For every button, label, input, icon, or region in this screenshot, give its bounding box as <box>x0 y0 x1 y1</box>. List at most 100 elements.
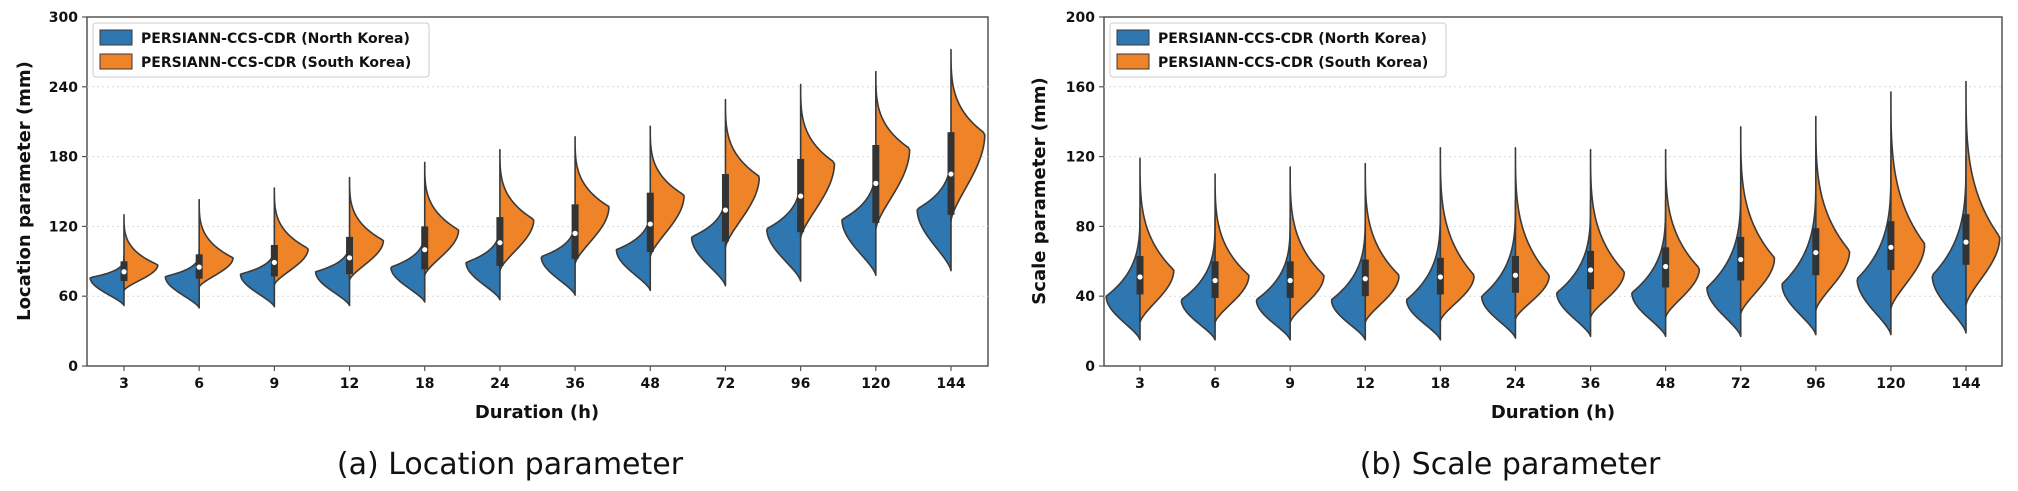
violin-south-96 <box>799 83 836 239</box>
violin-north-18 <box>390 225 426 303</box>
x-tick-label: 36 <box>565 376 584 392</box>
violin-south-120 <box>1890 91 1926 310</box>
violin-south-144 <box>950 48 986 222</box>
violin-north-12 <box>314 237 351 307</box>
violin-south-12 <box>348 176 385 281</box>
violin-south-96 <box>1815 115 1851 311</box>
x-tick-label: 9 <box>269 376 279 392</box>
legend-swatch-south <box>99 53 133 70</box>
x-tick-label: 72 <box>1731 376 1750 392</box>
median-dot-24 <box>497 240 503 246</box>
x-tick-label: 144 <box>1951 376 1980 392</box>
legend-swatch-north <box>1116 29 1150 46</box>
median-dot-72 <box>722 207 729 213</box>
violin-north-48 <box>615 202 652 292</box>
median-dot-48 <box>647 221 653 227</box>
y-axis-ticks: 0 40 80 120 160 200 <box>1066 10 1104 375</box>
median-dot-48 <box>1663 263 1669 270</box>
violin-south-48 <box>1664 148 1701 318</box>
violin-south-18 <box>423 161 460 277</box>
violin-north-24 <box>465 219 501 301</box>
caption: (a) Location parameter <box>337 447 684 482</box>
violin-south-18 <box>1439 147 1475 322</box>
violin-north-12 <box>1330 211 1367 341</box>
x-tick-label: 120 <box>861 376 890 392</box>
violin-north-3 <box>89 254 125 307</box>
median-dot-6 <box>196 264 202 270</box>
median-dot-9 <box>1287 277 1293 284</box>
violin-north-120 <box>1856 164 1892 336</box>
y-tick-label: 80 <box>1076 219 1096 235</box>
y-tick-label: 300 <box>49 10 78 26</box>
median-dot-18 <box>422 247 428 253</box>
y-axis-label: Scale parameter (mm) <box>1029 77 1050 304</box>
x-tick-label: 36 <box>1581 376 1600 392</box>
x-tick-label: 120 <box>1876 376 1905 392</box>
median-dot-24 <box>1512 272 1519 278</box>
x-tick-label: 12 <box>1356 376 1375 392</box>
x-tick-label: 3 <box>119 376 129 392</box>
median-dot-96 <box>1813 249 1819 256</box>
violin-south-48 <box>649 125 685 258</box>
x-tick-label: 144 <box>936 376 965 392</box>
median-dot-3 <box>121 269 127 275</box>
median-dot-72 <box>1738 256 1744 263</box>
x-tick-label: 3 <box>1135 376 1145 392</box>
x-tick-label: 48 <box>641 376 660 392</box>
violin-north-48 <box>1631 199 1667 338</box>
violin-north-144 <box>1931 155 1967 334</box>
violin-north-6 <box>1180 216 1216 341</box>
violin-south-24 <box>1514 147 1551 320</box>
violin-north-144 <box>916 144 952 272</box>
plot-frame <box>86 16 989 367</box>
violin-north-9 <box>239 243 276 308</box>
y-tick-label: 120 <box>1066 150 1095 166</box>
x-tick-label: 6 <box>194 376 204 392</box>
median-dot-120 <box>873 180 879 186</box>
x-tick-label: 24 <box>1506 376 1526 392</box>
violin-north-72 <box>1706 181 1742 338</box>
violin-south-9 <box>1289 166 1325 324</box>
iqr-box-144 <box>1962 214 1970 265</box>
x-tick-label: 72 <box>716 376 735 392</box>
x-tick-label: 9 <box>1285 376 1295 392</box>
x-axis-ticks: 3 6 9 12 18 24 36 48 72 96 120 144 <box>1135 366 1981 392</box>
caption: (b) Scale parameter <box>1360 447 1661 482</box>
y-tick-label: 160 <box>1066 80 1095 96</box>
legend-label-south: PERSIANN-CCS-CDR (South Korea) <box>1158 55 1428 71</box>
violin-north-3 <box>1105 208 1141 341</box>
median-dot-3 <box>1137 274 1143 280</box>
x-axis-ticks: 3 6 9 12 18 24 36 48 72 96 120 144 <box>119 366 966 392</box>
violin-south-144 <box>1965 80 2001 306</box>
violin-north-96 <box>1781 173 1817 336</box>
violin-south-6 <box>198 198 234 288</box>
y-tick-label: 240 <box>49 80 78 96</box>
y-tick-label: 0 <box>1085 359 1095 375</box>
median-dot-6 <box>1212 277 1218 284</box>
median-dot-144 <box>1963 239 1969 245</box>
median-dot-120 <box>1888 244 1894 250</box>
x-tick-label: 96 <box>791 376 810 392</box>
violin-north-6 <box>164 248 200 309</box>
legend-label-south: PERSIANN-CCS-CDR (South Korea) <box>141 55 411 71</box>
violin-north-36 <box>1555 199 1592 338</box>
violin-south-72 <box>1739 126 1776 315</box>
gridlines <box>87 86 988 297</box>
violins <box>89 48 986 309</box>
y-tick-label: 60 <box>59 289 79 305</box>
violin-north-24 <box>1480 199 1517 339</box>
legend-box <box>92 22 430 78</box>
y-tick-label: 200 <box>1066 10 1095 26</box>
legend-label-north: PERSIANN-CCS-CDR (North Korea) <box>1158 31 1427 47</box>
legend-swatch-north <box>99 29 133 46</box>
x-tick-label: 96 <box>1806 376 1825 392</box>
legend: PERSIANN-CCS-CDR (North Korea) PERSIANN-… <box>1109 22 1447 78</box>
y-tick-label: 180 <box>49 150 78 166</box>
violin-north-9 <box>1255 216 1291 341</box>
median-dot-36 <box>572 230 578 236</box>
median-dot-18 <box>1437 274 1443 280</box>
x-axis-label: Duration (h) <box>475 402 599 423</box>
violin-south-9 <box>273 187 309 286</box>
